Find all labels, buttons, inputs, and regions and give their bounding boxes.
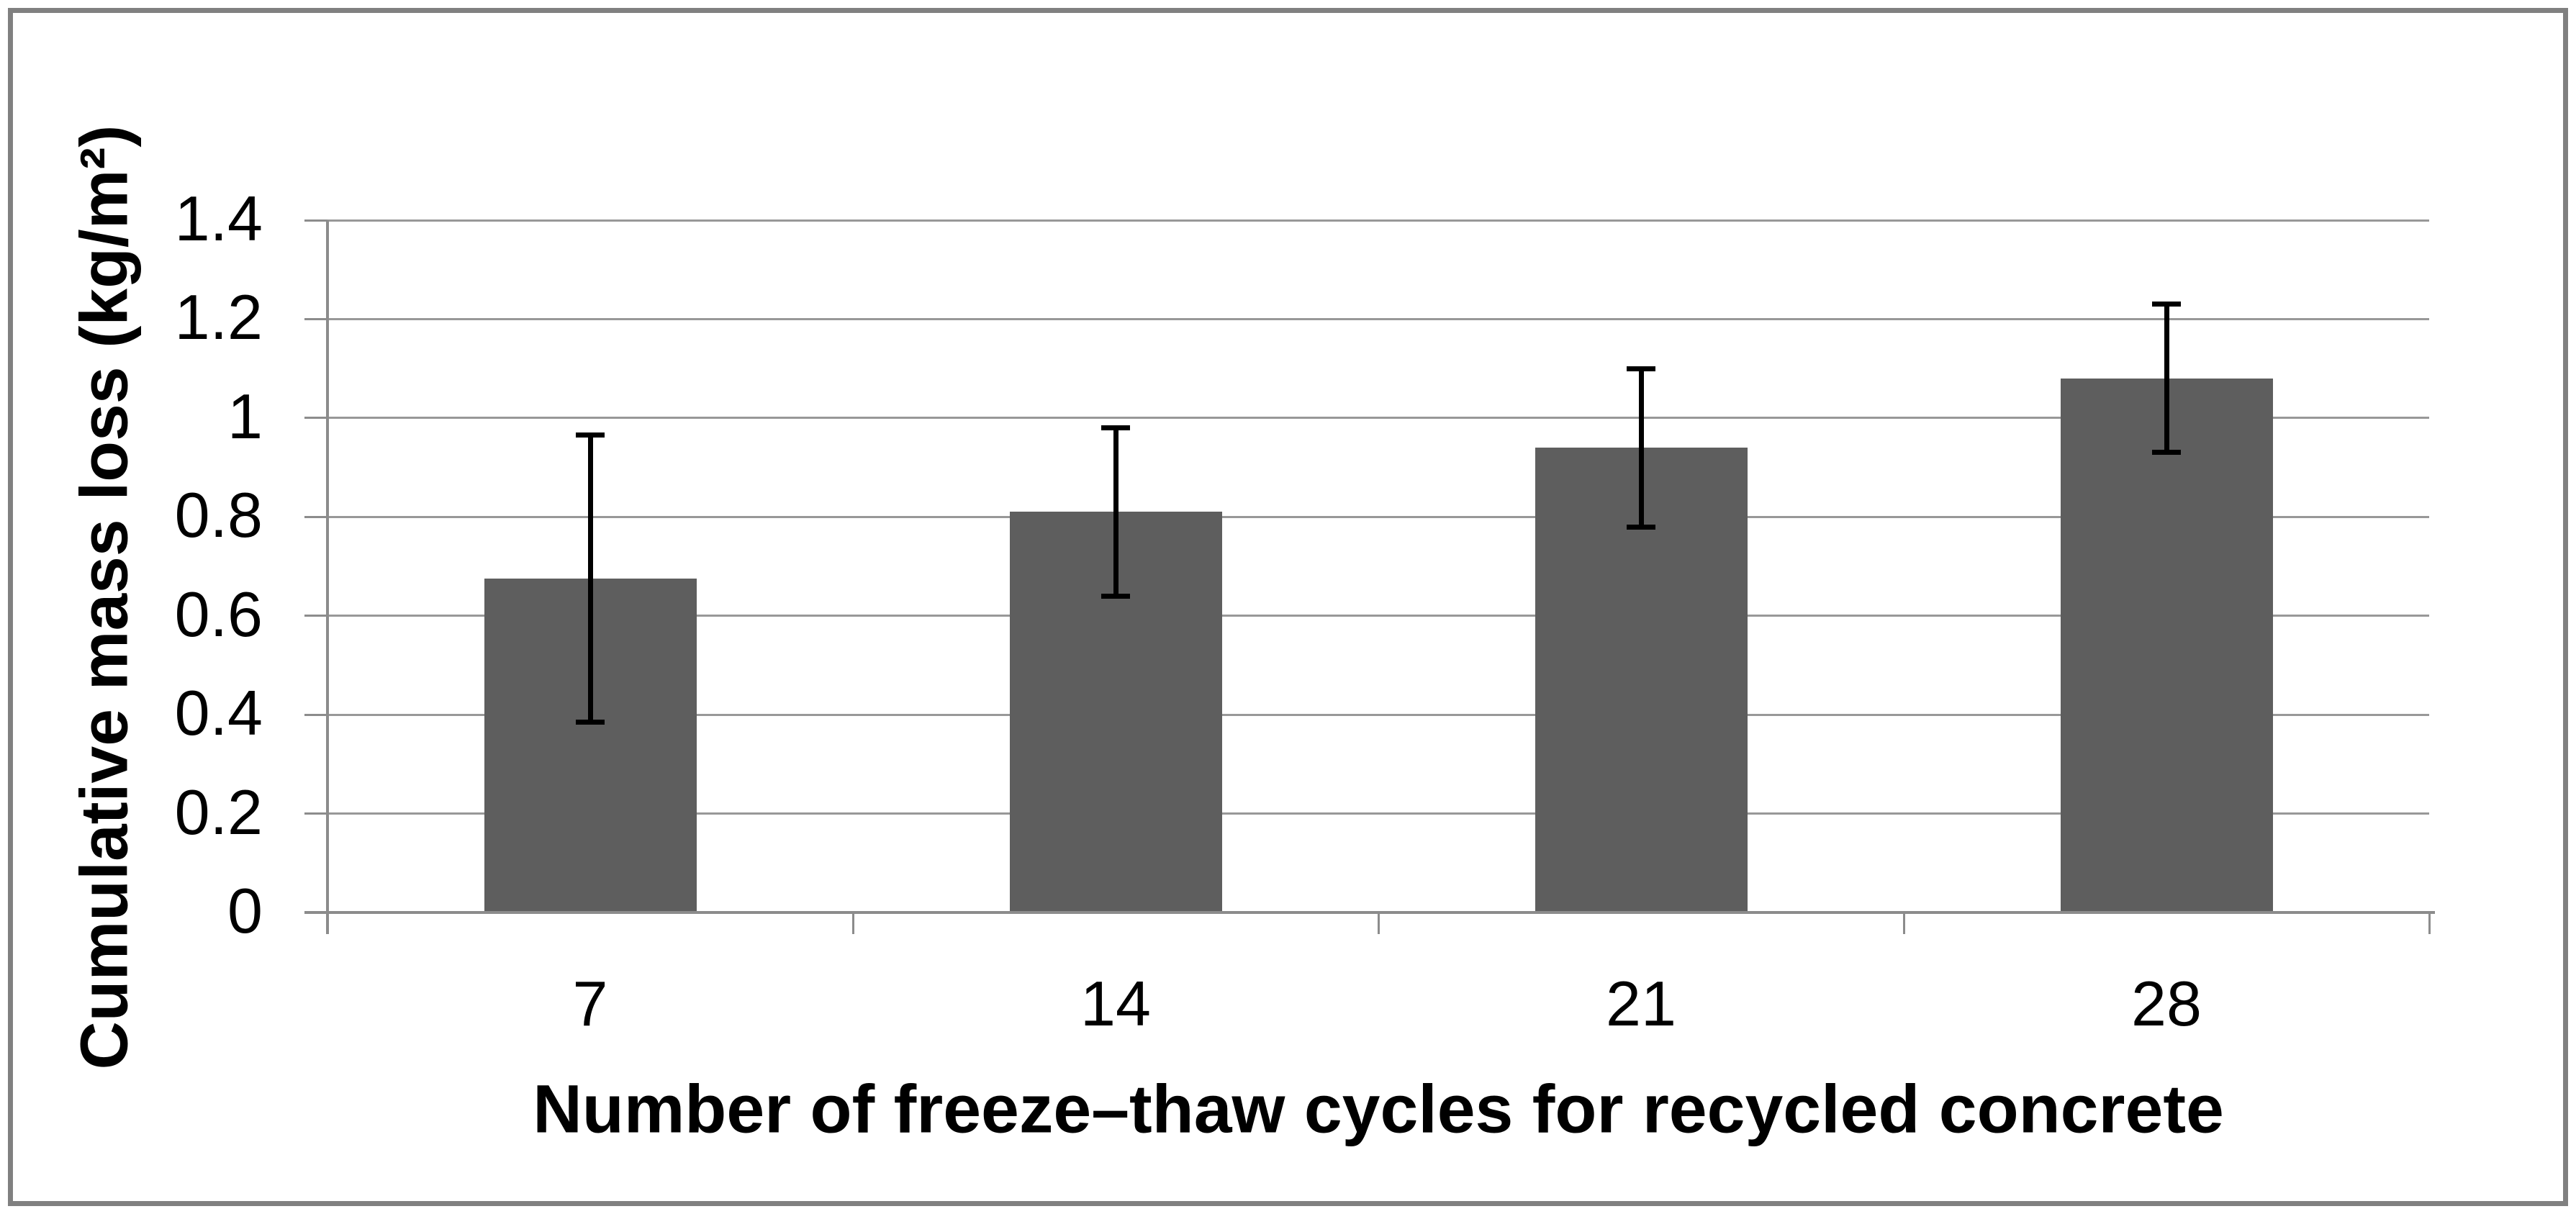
y-axis-line <box>326 220 329 934</box>
y-axis-tick <box>304 417 327 420</box>
y-tick-label: 0.8 <box>174 479 263 551</box>
x-axis-title: Number of freeze–thaw cycles for recycle… <box>533 1071 2224 1148</box>
gridline <box>327 515 2429 518</box>
bar-28 <box>2060 378 2273 912</box>
error-bar <box>1638 368 1644 527</box>
error-bar <box>1113 427 1118 597</box>
error-bar-bottom-cap <box>1627 524 1655 530</box>
gridline <box>327 615 2429 617</box>
x-axis-tick <box>2428 912 2431 934</box>
x-axis-tick <box>851 912 854 934</box>
x-axis-line <box>304 911 2435 914</box>
error-bar-top-cap <box>576 432 605 438</box>
y-axis-tick <box>304 713 327 716</box>
y-tick-label: 0.2 <box>174 776 263 848</box>
gridline <box>327 219 2429 222</box>
x-tick-label: 28 <box>2131 968 2202 1039</box>
x-tick-label: 21 <box>1606 968 1676 1039</box>
plot-area <box>304 219 2435 934</box>
y-axis-tick <box>304 812 327 815</box>
y-axis-tick <box>304 317 327 320</box>
y-axis-tick <box>304 219 327 222</box>
error-bar-bottom-cap <box>2152 450 2181 456</box>
y-axis-tick <box>304 515 327 518</box>
error-bar-top-cap <box>1627 366 1655 371</box>
x-tick-label: 14 <box>1080 968 1151 1039</box>
y-tick-label: 1 <box>227 380 263 452</box>
gridline <box>327 317 2429 320</box>
y-axis-tick <box>304 615 327 617</box>
y-tick-label: 0.6 <box>174 578 263 650</box>
x-axis-tick <box>1902 912 1905 934</box>
x-tick-label: 7 <box>572 968 608 1039</box>
error-bar <box>587 435 593 722</box>
error-bar-top-cap <box>2152 302 2181 307</box>
gridline <box>327 713 2429 716</box>
y-tick-label: 0 <box>227 874 263 946</box>
y-tick-label: 0.4 <box>174 677 263 749</box>
x-axis-tick <box>1377 912 1380 934</box>
error-bar-bottom-cap <box>1101 593 1130 599</box>
error-bar <box>2164 304 2169 453</box>
gridline <box>327 417 2429 420</box>
y-tick-label: 1.2 <box>174 281 263 353</box>
y-tick-label: 1.4 <box>174 182 263 254</box>
gridline <box>327 812 2429 815</box>
error-bar-top-cap <box>1101 425 1130 431</box>
error-bar-bottom-cap <box>576 719 605 725</box>
